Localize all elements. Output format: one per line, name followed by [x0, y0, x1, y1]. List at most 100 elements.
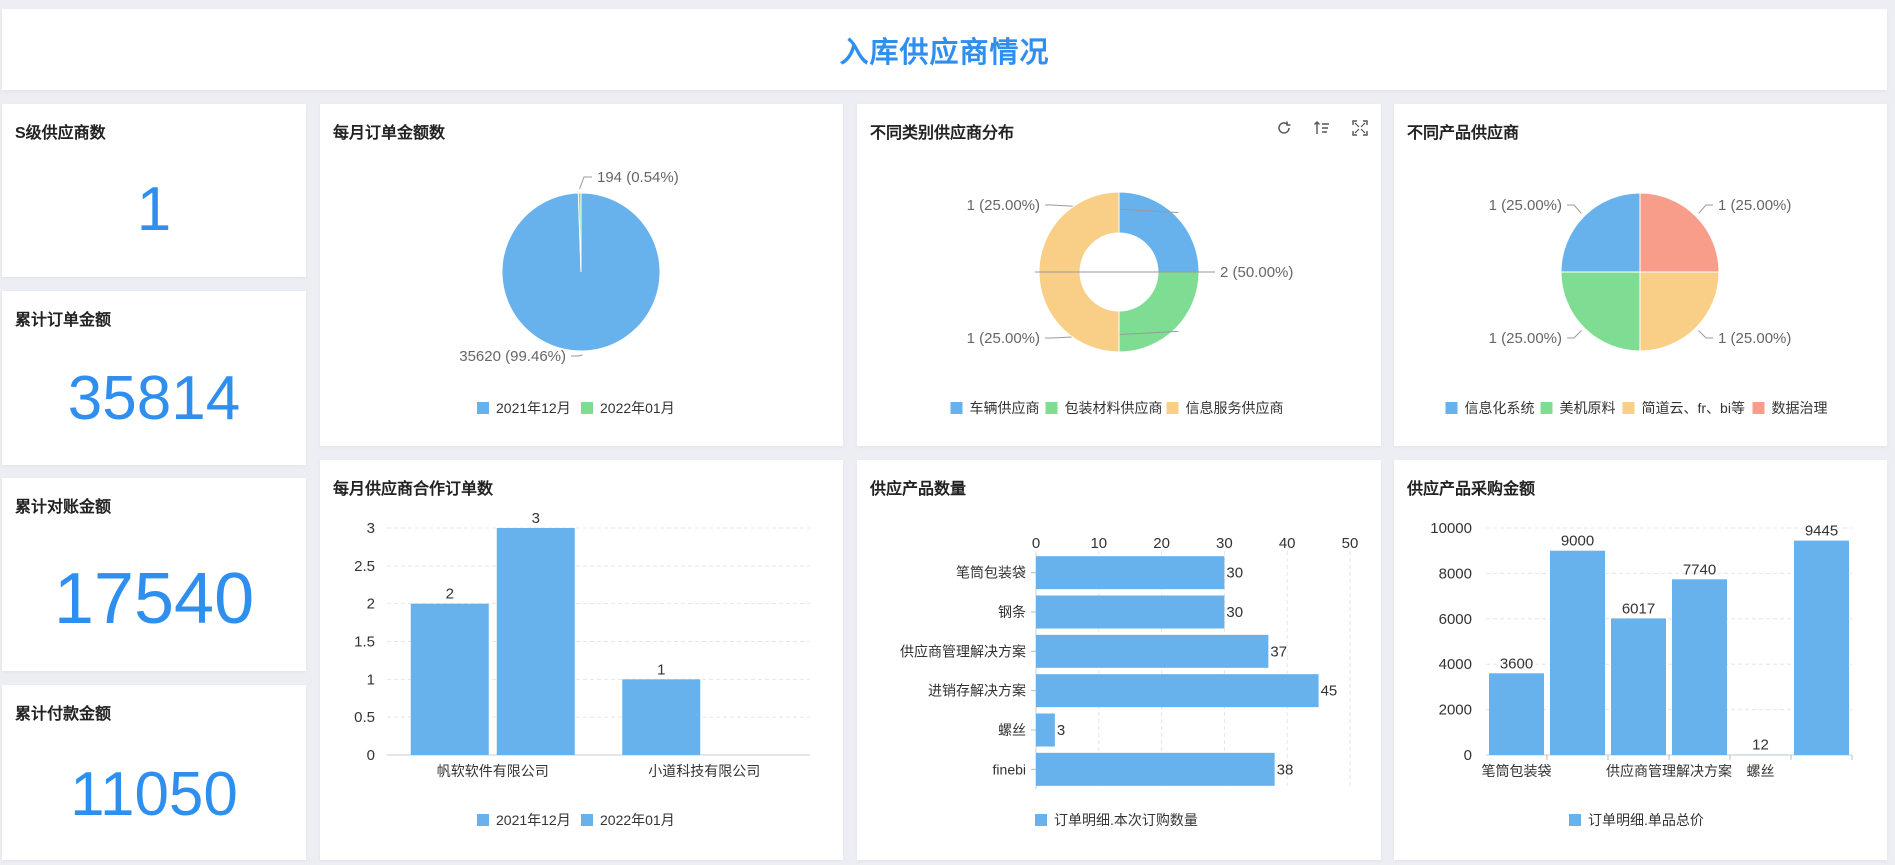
legend-label: 包装材料供应商 — [1065, 400, 1163, 416]
dashboard-header: 入库供应商情况 — [2, 9, 1887, 90]
chart-card-product-supplier: 不同产品供应商 1 (25.00%) 1 (25.00%) 1 (25.00%) 1 … — [1394, 104, 1887, 446]
kpi-value: 35814 — [67, 364, 241, 433]
x-tick-label: 螺丝 — [1747, 763, 1775, 779]
sort-icon[interactable] — [1313, 119, 1331, 137]
x-tick-label: 50 — [1342, 535, 1359, 552]
bar-data-label: 9445 — [1805, 523, 1838, 540]
y-tick-label: 10000 — [1430, 520, 1472, 537]
hbar-chart-product-quantity: 0 10 20 30 40 50 笔筒包装袋 30 钢条 30 供应商管理解决方案 37 进销存解决方案… — [900, 535, 1359, 828]
pie-leader-line — [1698, 330, 1713, 339]
y-tick-label: 0 — [367, 747, 375, 764]
pie-leader-line — [1698, 204, 1713, 214]
pie-data-label: 2 (50.00%) — [1220, 264, 1293, 281]
kpi-label: 累计订单金额 — [15, 312, 112, 329]
chart-toolbar — [1275, 119, 1369, 137]
pie-data-label: 194 (0.54%) — [597, 169, 679, 186]
chart-title: 不同类别供应商分布 — [870, 125, 1015, 142]
bar-data-label: 2 — [446, 586, 454, 603]
pie-leader-line — [1567, 204, 1582, 214]
legend-swatch — [1752, 402, 1765, 414]
bar-data-label: 37 — [1270, 643, 1287, 660]
pie-data-label: 35620 (99.46%) — [459, 348, 566, 365]
legend-label: 信息化系统 — [1465, 400, 1535, 416]
legend-label: 车辆供应商 — [970, 400, 1040, 416]
kpi-card-order-amount: 累计订单金额 35814 — [2, 291, 306, 465]
kpi-label: S级供应商数 — [15, 125, 106, 142]
legend-label: 数据治理 — [1772, 400, 1828, 416]
dashboard-title: 入库供应商情况 — [839, 36, 1050, 69]
pie-slice — [1560, 192, 1641, 273]
bar — [1036, 634, 1269, 668]
legend-label: 2022年01月 — [600, 400, 675, 416]
pie-slice — [1118, 191, 1200, 273]
chart-title: 每月供应商合作订单数 — [333, 481, 494, 498]
y-tick-label: 2 — [367, 596, 375, 613]
legend-swatch — [1622, 402, 1635, 414]
bar-data-label: 3600 — [1500, 655, 1533, 672]
bar-data-label: 30 — [1226, 604, 1243, 621]
bar-data-label: 7740 — [1683, 561, 1716, 578]
pie-data-label: 1 (25.00%) — [1718, 197, 1791, 214]
pie-data-label: 1 (25.00%) — [1489, 330, 1562, 347]
kpi-card-s-level: S级供应商数 1 — [2, 104, 306, 277]
bar-chart-monthly-coop-orders: 0 0.5 1 1.5 2 2.5 3 帆软软件有限公司 2 3 小道科技有限公司 1 2021年12月… — [354, 510, 810, 828]
legend-swatch — [477, 814, 489, 826]
y-tick-label: 6000 — [1439, 611, 1472, 628]
x-tick-label: 0 — [1032, 535, 1040, 552]
chart-title: 供应产品采购金额 — [1407, 481, 1536, 498]
x-tick-label: 40 — [1279, 535, 1296, 552]
bar — [622, 679, 701, 755]
legend-swatch — [581, 402, 593, 414]
chart-title: 每月订单金额数 — [333, 125, 446, 142]
kpi-label: 累计对账金额 — [15, 499, 112, 516]
legend-label: 2022年01月 — [600, 812, 675, 828]
refresh-icon[interactable] — [1275, 119, 1293, 137]
legend-swatch — [581, 814, 593, 826]
x-tick-label: 帆软软件有限公司 — [437, 763, 549, 779]
pie-slice — [1639, 192, 1720, 273]
bar-data-label: 30 — [1226, 565, 1243, 582]
y-tick-label: 1 — [367, 671, 375, 688]
kpi-label: 累计付款金额 — [15, 706, 112, 723]
chart-title: 不同产品供应商 — [1407, 125, 1520, 142]
pie-data-label: 1 (25.00%) — [1489, 197, 1562, 214]
pie-leader-line — [1045, 330, 1179, 339]
pie-leader-line — [1567, 330, 1582, 339]
x-tick-label: 20 — [1153, 535, 1170, 552]
bar-data-label: 3 — [1057, 722, 1065, 739]
x-tick-label: 10 — [1090, 535, 1107, 552]
y-tick-label: 2.5 — [354, 558, 375, 575]
y-tick-label: 供应商管理解决方案 — [900, 643, 1026, 659]
y-tick-label: finebi — [993, 761, 1026, 777]
pie-data-label: 1 (25.00%) — [1718, 330, 1791, 347]
legend-label: 信息服务供应商 — [1186, 400, 1284, 416]
bar — [1550, 550, 1605, 755]
bar — [1036, 595, 1225, 629]
bar — [1036, 752, 1275, 786]
bar-data-label: 1 — [657, 661, 665, 678]
chart-title: 供应产品数量 — [870, 481, 967, 498]
bar-data-label: 9000 — [1561, 533, 1594, 550]
bar — [1036, 713, 1055, 747]
x-tick-label: 笔筒包装袋 — [1482, 763, 1552, 779]
bar-chart-purchase-amount: 0 2000 4000 6000 8000 10000 3600 笔筒包装袋 9000 6017 供… — [1430, 520, 1853, 828]
bar-data-label: 38 — [1277, 761, 1294, 778]
kpi-value: 11050 — [70, 760, 238, 829]
pie-data-label: 1 (25.00%) — [967, 197, 1040, 214]
bar-data-label: 12 — [1752, 737, 1769, 754]
x-tick-label: 供应商管理解决方案 — [1606, 763, 1732, 779]
pie-slice — [1118, 271, 1200, 353]
bar — [496, 528, 575, 755]
y-tick-label: 0.5 — [354, 709, 375, 726]
pie-slice — [577, 192, 582, 273]
legend-label: 订单明细.单品总价 — [1588, 812, 1704, 828]
y-tick-label: 0 — [1464, 747, 1472, 764]
bar-data-label: 6017 — [1622, 600, 1655, 617]
chart-card-purchase-amount: 供应产品采购金额 0 2000 4000 6000 8000 10000 3600 笔筒包装袋… — [1394, 460, 1887, 860]
fullscreen-icon[interactable] — [1351, 119, 1369, 137]
y-tick-label: 1.5 — [354, 634, 375, 651]
y-tick-label: 螺丝 — [998, 722, 1026, 738]
bar — [1794, 540, 1849, 755]
pie-leader-line — [571, 354, 583, 357]
chart-card-monthly-order-amount: 每月订单金额数 35620 (99.46%) 194 (0.54%) 2021年12… — [320, 104, 843, 446]
